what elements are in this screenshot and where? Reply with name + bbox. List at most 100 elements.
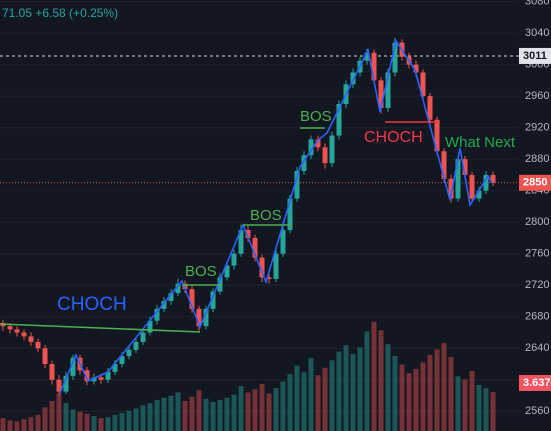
candle-body — [210, 291, 216, 309]
y-tick-label: 2960 — [525, 90, 549, 102]
candle-body — [189, 289, 195, 309]
volume-bar — [252, 389, 258, 431]
candle-body — [119, 356, 125, 365]
volume-bar — [336, 351, 342, 431]
volume-bar — [392, 356, 398, 431]
volume-bar — [63, 403, 69, 431]
candle-body — [63, 375, 69, 392]
volume-bar — [14, 421, 20, 431]
candle-body — [329, 135, 335, 164]
volume-bar — [378, 330, 384, 431]
candle-body — [280, 230, 286, 254]
candle-body — [427, 96, 433, 120]
candle-body — [490, 174, 496, 183]
volume-bar — [238, 386, 244, 431]
candle-body — [14, 329, 20, 333]
candle-body — [35, 341, 41, 349]
candle-body — [455, 159, 461, 199]
high-label: 3011 — [523, 50, 547, 62]
y-tick-label: 2760 — [525, 248, 549, 260]
y-tick-label: 3080 — [525, 0, 549, 7]
volume-bar — [112, 414, 118, 431]
volume-bar — [161, 397, 167, 431]
candle-body — [154, 308, 160, 321]
candle-body — [322, 147, 328, 164]
candle-body — [196, 308, 202, 327]
candle-body — [161, 300, 167, 309]
candle-body — [238, 230, 244, 254]
volume-bar — [434, 349, 440, 431]
y-tick-label: 2880 — [525, 153, 549, 165]
candle-body — [28, 336, 34, 342]
candle-body — [413, 64, 419, 73]
candle-body — [441, 151, 447, 179]
candle-body — [21, 332, 27, 337]
candle-body — [105, 371, 111, 380]
volume-bar — [217, 399, 223, 431]
volume-bar — [140, 405, 146, 431]
candle-body — [420, 72, 426, 97]
candle-body — [252, 237, 258, 258]
volume-pane — [0, 321, 496, 431]
candle-body — [168, 293, 174, 301]
y-tick-label: 2720 — [525, 279, 549, 291]
volume-bar — [119, 412, 125, 431]
drawings — [0, 38, 493, 394]
volume-bar — [28, 417, 34, 431]
volume-bar — [455, 376, 461, 431]
candle-body — [259, 257, 265, 278]
candle-body — [308, 139, 314, 156]
volume-bar — [364, 331, 370, 431]
volume-bar — [483, 388, 489, 431]
candle-body — [378, 80, 384, 108]
annotation-text: CHOCH — [57, 294, 127, 315]
volume-bar — [245, 392, 251, 431]
candle-body — [434, 119, 440, 152]
volume-bar — [448, 357, 454, 431]
candle-body — [140, 332, 146, 342]
volume-bar — [371, 321, 377, 431]
volume-bar — [175, 392, 181, 431]
volume-bar — [462, 379, 468, 431]
candle-body — [49, 364, 55, 380]
support-line — [0, 323, 201, 333]
candle-body — [476, 190, 482, 199]
y-tick-label: 2920 — [525, 122, 549, 134]
candle-body — [7, 326, 13, 330]
y-tick-label: 2680 — [525, 311, 549, 323]
y-tick-label: 2640 — [525, 342, 549, 354]
volume-bar — [259, 383, 265, 431]
volume-bar — [77, 411, 83, 431]
volume-bar — [343, 345, 349, 431]
volume-bar — [441, 343, 447, 431]
volume-bar — [105, 417, 111, 431]
volume-bar — [329, 360, 335, 431]
volume-bar — [70, 409, 76, 431]
volume-bar — [126, 410, 132, 431]
volume-bar — [427, 354, 433, 431]
candle-body — [364, 52, 370, 61]
annotations: CHOCH BOS BOS BOS CHOCH What Next ? — [57, 108, 528, 315]
volume-bar — [42, 407, 48, 431]
volume-bar — [7, 420, 13, 431]
volume-bar — [21, 419, 27, 431]
candle-body — [483, 174, 489, 191]
annotation-text: BOS — [250, 207, 282, 224]
candle-body — [70, 357, 76, 376]
volume-bar — [476, 384, 482, 431]
volume-bar — [210, 402, 216, 431]
candle-body — [133, 341, 139, 350]
volume-bar — [154, 399, 160, 431]
volume-bar — [287, 374, 293, 431]
volume-label: 3.637 — [523, 377, 551, 389]
candle-body — [350, 72, 356, 85]
candle-body — [469, 174, 475, 199]
candle-body — [294, 170, 300, 199]
y-tick-label: 2560 — [525, 405, 549, 417]
volume-bar — [399, 364, 405, 431]
volume-bar — [273, 388, 279, 431]
candle-body — [91, 377, 97, 382]
candle-body — [385, 72, 391, 108]
